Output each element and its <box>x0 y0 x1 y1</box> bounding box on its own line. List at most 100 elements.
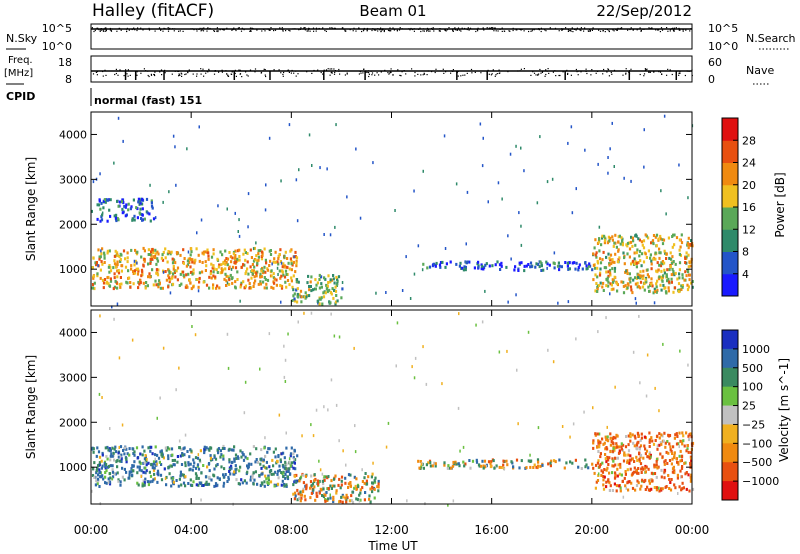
echo-cell <box>682 486 685 490</box>
echo-cell <box>156 469 160 473</box>
echo-cell <box>318 286 321 290</box>
echo-cell <box>292 483 295 487</box>
nave-dot <box>496 73 498 75</box>
echo-cell <box>409 297 412 300</box>
echo-cell <box>202 484 205 487</box>
echo-cell <box>213 267 216 271</box>
noise-dot <box>226 27 228 29</box>
echo-cell <box>376 485 379 489</box>
nave-dot <box>474 71 476 73</box>
echo-cell <box>616 456 619 460</box>
echo-cell <box>133 271 137 275</box>
echo-cell <box>231 460 234 464</box>
echo-cell <box>593 246 596 250</box>
noise-dot <box>561 29 563 31</box>
echo-cell <box>144 454 147 457</box>
noise-dot <box>580 27 582 29</box>
echo-cell <box>349 481 352 484</box>
echo-cell <box>537 263 540 266</box>
echo-cell <box>91 447 94 451</box>
echo-cell <box>126 281 129 285</box>
echo-cell <box>637 481 640 485</box>
echo-cell <box>116 199 119 203</box>
echo-cell <box>671 267 674 271</box>
echo-cell <box>133 269 136 273</box>
echo-cell <box>180 282 183 286</box>
echo-cell <box>361 468 363 472</box>
echo-cell <box>194 456 198 460</box>
echo-cell <box>498 465 501 469</box>
echo-cell <box>604 447 607 451</box>
noise-dot <box>318 27 320 30</box>
echo-cell <box>623 476 626 480</box>
echo-cell <box>247 192 250 196</box>
echo-cell <box>597 330 599 334</box>
echo-cell <box>659 283 662 287</box>
x-tick-label: 00:00 <box>74 523 109 537</box>
echo-cell <box>602 478 605 482</box>
echo-cell <box>151 268 154 272</box>
noise-dot <box>325 30 327 32</box>
echo-cell <box>125 470 128 474</box>
echo-cell <box>665 257 668 260</box>
noise-dot <box>667 30 669 32</box>
echo-cell <box>602 442 605 446</box>
echo-cell <box>259 275 262 279</box>
echo-cell <box>679 469 682 473</box>
echo-cell <box>550 459 553 463</box>
echo-cell <box>227 477 230 481</box>
nave-dot <box>457 75 459 77</box>
nave-dot <box>317 69 319 71</box>
nave-dot <box>370 70 372 72</box>
echo-cell <box>149 260 152 264</box>
echo-cell <box>478 464 481 468</box>
nave-dot <box>546 70 548 72</box>
echo-cell <box>301 490 305 494</box>
echo-cell <box>277 460 279 464</box>
echo-cell <box>143 461 146 465</box>
echo-cell <box>335 123 337 127</box>
noise-dot <box>398 29 401 31</box>
echo-cell <box>133 460 136 464</box>
noise-dot <box>167 30 170 32</box>
noise-dot <box>315 30 317 32</box>
echo-cell <box>318 491 321 495</box>
echo-cell <box>525 264 528 268</box>
echo-cell <box>653 486 656 489</box>
echo-cell <box>131 338 134 342</box>
noise-dot <box>640 29 642 32</box>
noise-dot <box>240 30 243 32</box>
echo-cell <box>118 459 121 463</box>
echo-cell <box>96 272 99 276</box>
noise-dot <box>96 27 98 29</box>
echo-cell <box>283 255 286 259</box>
echo-cell <box>660 189 662 193</box>
freq-tick-low: 8 <box>65 73 72 86</box>
echo-cell <box>650 436 653 440</box>
nave-dot <box>423 73 426 75</box>
echo-cell <box>614 463 617 467</box>
echo-cell <box>604 435 607 439</box>
echo-cell <box>222 261 225 265</box>
echo-cell <box>275 278 278 282</box>
echo-cell <box>594 273 597 277</box>
echo-cell <box>109 464 112 468</box>
nave-dot <box>629 70 631 72</box>
noise-dot <box>575 29 577 31</box>
echo-cell <box>278 468 281 472</box>
nave-dot <box>639 73 641 76</box>
echo-cell <box>157 456 161 460</box>
echo-cell <box>280 286 284 290</box>
nave-dot <box>666 74 668 76</box>
echo-cell <box>632 441 635 445</box>
echo-cell <box>281 479 284 483</box>
echo-cell <box>141 453 144 457</box>
echo-cell <box>208 475 211 479</box>
echo-cell <box>332 500 335 503</box>
echo-cell <box>636 285 639 289</box>
echo-cell <box>607 284 610 288</box>
echo-cell <box>314 498 317 502</box>
echo-cell <box>273 257 276 261</box>
echo-cell <box>569 460 572 464</box>
echo-cell <box>458 312 460 316</box>
